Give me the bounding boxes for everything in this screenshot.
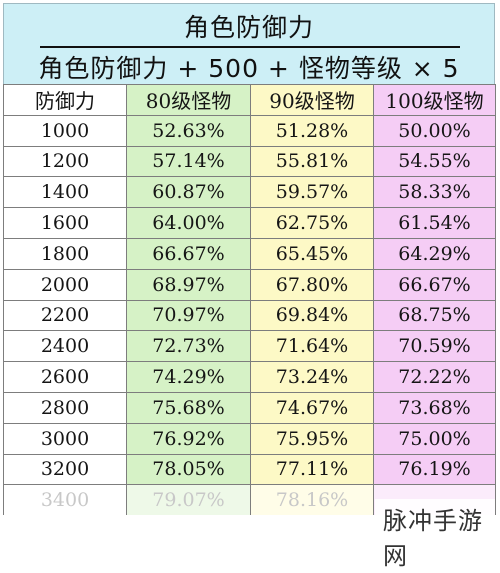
cell-defense: 2400 [3, 330, 127, 363]
cell-lv100: 64.29% [373, 237, 496, 270]
table-row: 2000 68.97% 67.80% 66.67% [3, 268, 496, 301]
cell-lv90: 69.84% [250, 299, 374, 332]
defense-table-figure: 角色防御力 角色防御力 + 500 + 怪物等级 × 5 防御力 80级怪物 9… [3, 3, 496, 573]
cell-defense: 2800 [3, 391, 127, 424]
cell-lv80: 68.97% [126, 268, 251, 301]
cell-lv90: 55.81% [250, 145, 374, 178]
cell-defense: 1400 [3, 176, 127, 209]
cell-defense: 2000 [3, 268, 127, 301]
cell-lv90: 59.57% [250, 176, 374, 209]
table-row: 3000 76.92% 75.95% 75.00% [3, 422, 496, 455]
cell-lv80: 66.67% [126, 237, 251, 270]
cell-lv80: 64.00% [126, 207, 251, 239]
cell-defense: 3200 [3, 453, 127, 486]
table-row: 3200 78.05% 77.11% 76.19% [3, 453, 496, 486]
cell-lv80: 75.68% [126, 391, 251, 424]
formula-header: 角色防御力 角色防御力 + 500 + 怪物等级 × 5 [3, 3, 495, 85]
table-row: 2800 75.68% 74.67% 73.68% [3, 391, 496, 424]
table-row: 2400 72.73% 71.64% 70.59% [3, 330, 496, 363]
formula-numerator: 角色防御力 [183, 13, 314, 42]
cell-defense: 1800 [3, 237, 127, 270]
header-lv100: 100级怪物 [373, 84, 496, 116]
defense-reduction-table: 防御力 80级怪物 90级怪物 100级怪物 1000 52.63% 51.28% 5… [3, 84, 496, 516]
cell-lv100: 76.19% [373, 453, 496, 486]
cell-defense: 2600 [3, 361, 127, 393]
cell-lv80: 52.63% [126, 114, 251, 147]
cell-lv80: 76.92% [126, 422, 251, 455]
cell-lv100: 58.33% [373, 176, 496, 209]
cell-lv100: 66.67% [373, 268, 496, 301]
table-row: 2600 74.29% 73.24% 72.22% [3, 361, 496, 393]
cell-lv100: 50.00% [373, 114, 496, 147]
cell-lv90: 51.28% [250, 114, 374, 147]
cell-lv80: 70.97% [126, 299, 251, 332]
cell-lv80: 74.29% [126, 361, 251, 393]
cell-lv80: 57.14% [126, 145, 251, 178]
cell-lv80: 79.07% [126, 484, 251, 516]
cell-lv90: 74.67% [250, 391, 374, 424]
header-lv90: 90级怪物 [250, 84, 374, 116]
cell-defense: 1600 [3, 207, 127, 239]
cell-lv100: 70.59% [373, 330, 496, 363]
cell-defense: 2200 [3, 299, 127, 332]
table-row: 1000 52.63% 51.28% 50.00% [3, 114, 496, 147]
formula-denominator: 角色防御力 + 500 + 怪物等级 × 5 [38, 54, 460, 83]
cell-lv80: 78.05% [126, 453, 251, 486]
fraction-bar [40, 46, 460, 48]
cell-lv90: 73.24% [250, 361, 374, 393]
cell-lv100: 68.75% [373, 299, 496, 332]
cell-lv90: 75.95% [250, 422, 374, 455]
cell-defense: 3000 [3, 422, 127, 455]
header-defense: 防御力 [3, 84, 127, 116]
cell-lv90: 67.80% [250, 268, 374, 301]
table-row: 1600 64.00% 62.75% 61.54% [3, 207, 496, 239]
cell-lv90: 71.64% [250, 330, 374, 363]
cell-defense: 3400 [3, 484, 127, 516]
cell-defense: 1000 [3, 114, 127, 147]
cell-lv80: 60.87% [126, 176, 251, 209]
table-row: 1200 57.14% 55.81% 54.55% [3, 145, 496, 178]
header-lv80: 80级怪物 [126, 84, 251, 116]
cell-lv100: 54.55% [373, 145, 496, 178]
cell-lv100: 75.00% [373, 422, 496, 455]
cell-defense: 1200 [3, 145, 127, 178]
table-row: 2200 70.97% 69.84% 68.75% [3, 299, 496, 332]
table-row: 1400 60.87% 59.57% 58.33% [3, 176, 496, 209]
table-row: 1800 66.67% 65.45% 64.29% [3, 237, 496, 270]
cell-lv80: 72.73% [126, 330, 251, 363]
cell-lv90: 65.45% [250, 237, 374, 270]
cell-lv100: 72.22% [373, 361, 496, 393]
cell-lv90: 77.11% [250, 453, 374, 486]
cell-lv90: 78.16% [250, 484, 374, 516]
table-header-row: 防御力 80级怪物 90级怪物 100级怪物 [3, 84, 496, 116]
cell-lv100: 61.54% [373, 207, 496, 239]
cell-lv100: 73.68% [373, 391, 496, 424]
watermark-text: 脉冲手游网 [375, 499, 495, 573]
cell-lv90: 62.75% [250, 207, 374, 239]
